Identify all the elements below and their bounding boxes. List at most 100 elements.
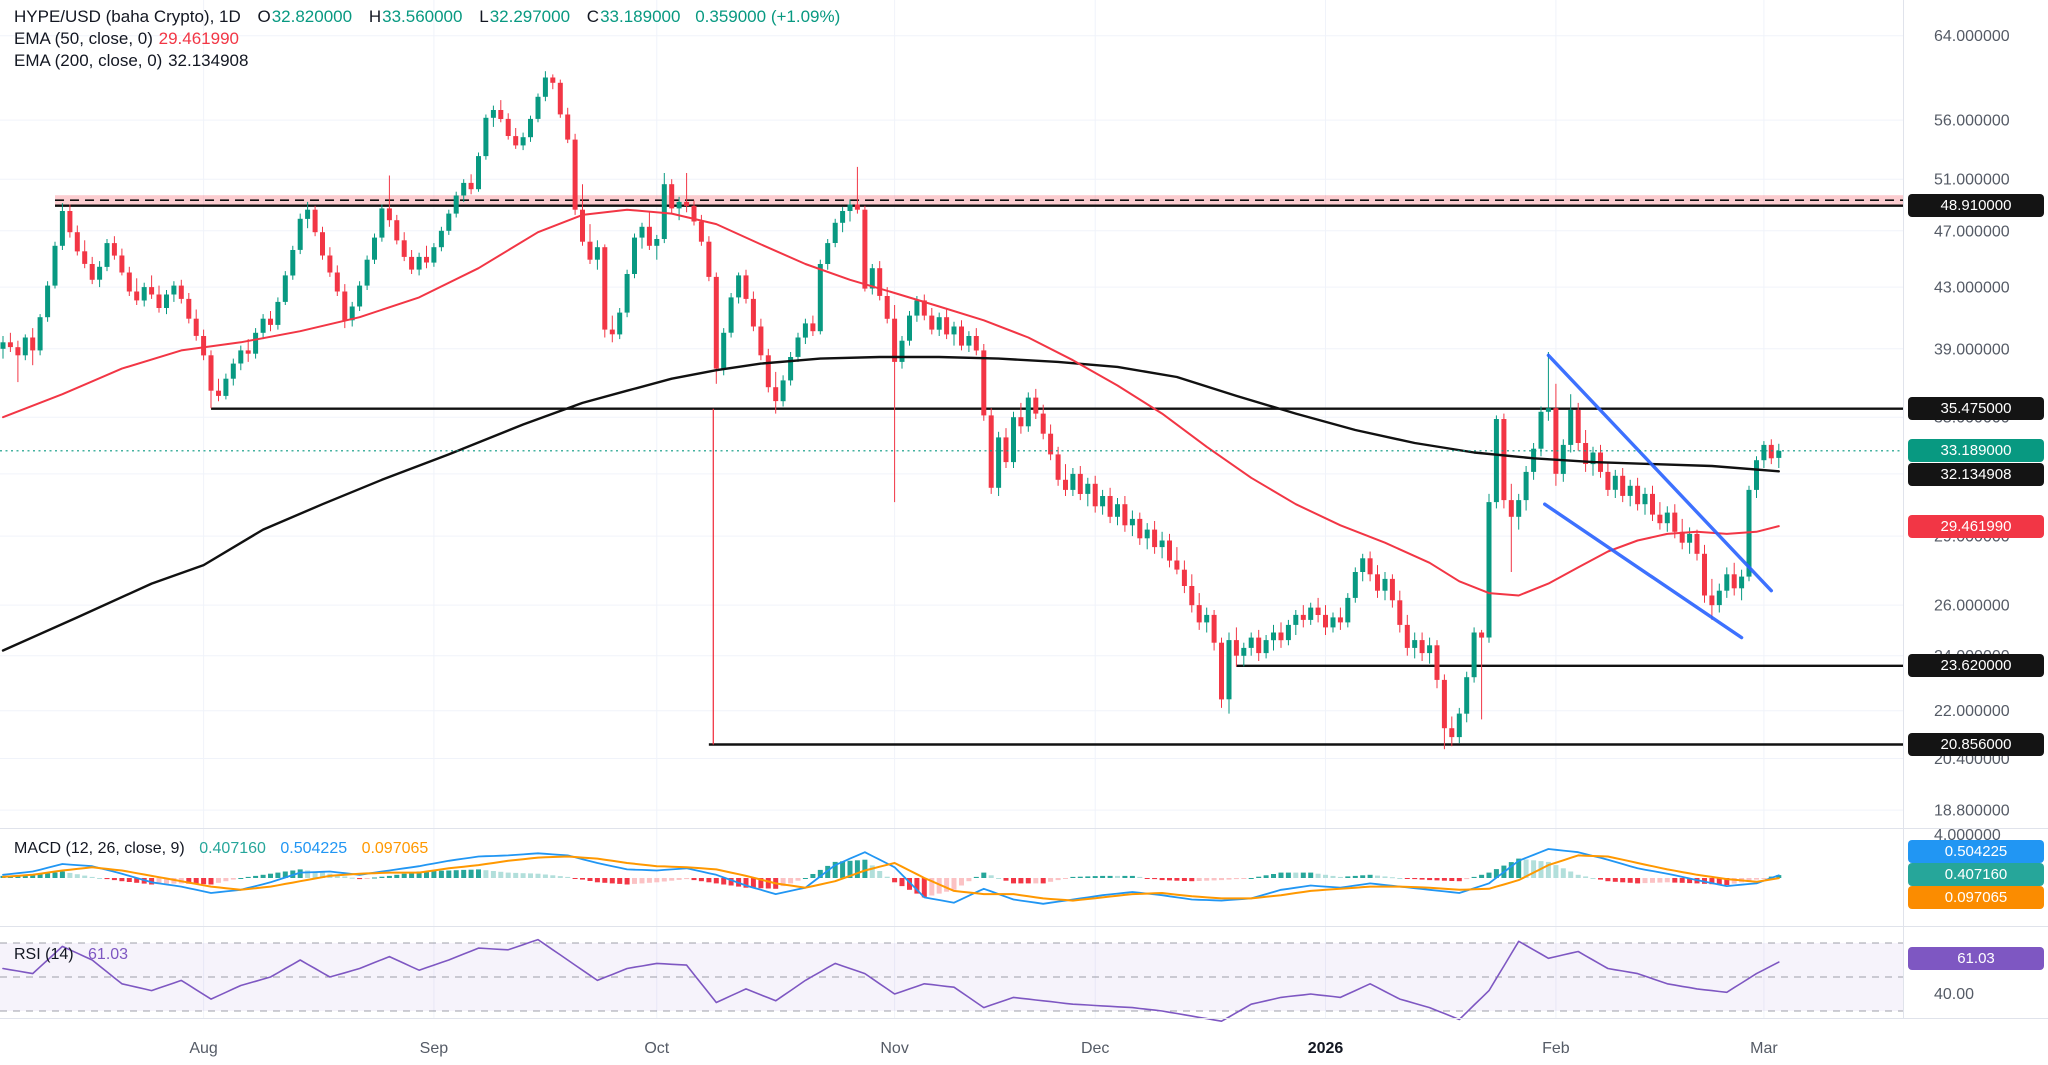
trendline-lower[interactable] [1542, 502, 1744, 640]
macd-histogram-bar [483, 870, 489, 878]
macd-histogram-bar [1449, 878, 1455, 881]
macd-histogram-bar [565, 876, 571, 878]
ema50-legend-row[interactable]: EMA (50, close, 0) 29.461990 [14, 28, 840, 50]
candle [542, 71, 548, 102]
macd-histogram-bar [1620, 878, 1626, 883]
macd-histogram-bar [253, 875, 259, 878]
candle [1709, 578, 1715, 620]
candle [1375, 565, 1380, 598]
price-tick-label: 35.000000 [1934, 410, 2010, 427]
trendline-upper[interactable] [1546, 353, 1774, 593]
candle [535, 93, 541, 123]
macd-histogram-bar [1427, 878, 1433, 881]
candle [394, 214, 400, 245]
candle [97, 261, 103, 288]
symbol-legend-row[interactable]: HYPE/USD (baha Crypto), 1D O32.820000 H3… [14, 6, 840, 28]
macd-histogram-bar [312, 871, 318, 878]
macd-histogram-bar [602, 878, 608, 883]
macd-histogram-bar [825, 865, 831, 878]
macd-histogram-bar [1553, 865, 1559, 878]
candle [810, 315, 816, 336]
macd-histogram-bar [750, 878, 756, 888]
ema50-label: EMA (50, close, 0) [14, 29, 153, 48]
macd-histogram-bar [884, 876, 890, 878]
rsi-legend-row[interactable]: RSI (14) 61.03 [14, 946, 128, 964]
candle [758, 318, 764, 361]
macd-histogram-bar [260, 874, 266, 878]
macd-histogram-bar [1137, 876, 1143, 878]
macd-histogram-bar [1092, 876, 1098, 878]
macd-histogram-bar [111, 878, 117, 881]
macd-histogram-bar [981, 872, 987, 878]
ema200-legend-row[interactable]: EMA (200, close, 0) 32.134908 [14, 50, 840, 72]
rsi-line[interactable] [2, 938, 1780, 1023]
macd-histogram-bar [1746, 878, 1752, 881]
macd-histogram-bar [1375, 875, 1380, 878]
macd-histogram-bar [892, 878, 898, 883]
candle [617, 308, 623, 340]
candle [1501, 413, 1507, 509]
macd-histogram-bar [119, 878, 125, 882]
macd-histogram-bar [1568, 871, 1574, 878]
macd-histogram-bar [349, 877, 355, 879]
candle [669, 179, 675, 214]
macd-histogram-bar [498, 871, 504, 878]
candle [1471, 627, 1477, 683]
macd-histogram-bar [721, 878, 727, 885]
macd-histogram-bar [1516, 858, 1522, 878]
macd-signal-line[interactable] [2, 854, 1780, 902]
candle [1107, 487, 1113, 524]
candle [253, 328, 259, 359]
candle [1545, 352, 1551, 421]
candle [654, 234, 660, 260]
macd-histogram-bar [468, 869, 474, 878]
macd-line[interactable] [2, 848, 1780, 905]
ema200-label: EMA (200, close, 0) [14, 51, 163, 70]
macd-histogram-bar [1077, 876, 1083, 878]
macd-histogram-bar [1129, 875, 1135, 878]
time-axis-label: Oct [644, 1040, 669, 1057]
candle [1449, 716, 1455, 747]
rsi-label: RSI (14) [14, 946, 74, 963]
macd-histogram-bar [1025, 878, 1031, 884]
candle [498, 100, 504, 123]
macd-histogram-bar [513, 872, 519, 878]
ohlc-close-value: 33.189000 [600, 7, 681, 26]
macd-histogram-bar [379, 876, 385, 878]
candle [1538, 406, 1544, 457]
macd-histogram-bar [684, 878, 690, 880]
candle [238, 345, 244, 371]
macd-histogram-bar [706, 878, 712, 883]
macd-histogram-bar [409, 872, 415, 878]
candle [1382, 572, 1388, 601]
candle [1493, 415, 1499, 509]
macd-histogram-bar [1048, 878, 1054, 882]
candle [386, 175, 392, 227]
macd-histogram-bar [743, 878, 749, 888]
ema50-line[interactable] [2, 208, 1780, 597]
candle [178, 279, 184, 304]
macd-histogram-bar [1122, 875, 1128, 878]
macd-legend-row[interactable]: MACD (12, 26, close, 9) 0.407160 0.50422… [14, 840, 428, 858]
candle [1323, 605, 1328, 635]
candle [230, 358, 236, 386]
candle [1174, 547, 1180, 575]
candle [1568, 394, 1574, 453]
candle [1441, 674, 1447, 750]
candle [1159, 531, 1165, 559]
ohlc-open-value: 32.820000 [271, 7, 353, 26]
macd-histogram-bar [594, 878, 600, 883]
macd-histogram-bar [899, 878, 905, 887]
macd-histogram-bar [1233, 878, 1239, 880]
candle [1635, 477, 1641, 511]
macd-histogram-bar [1389, 877, 1395, 879]
macd-histogram-bar [164, 878, 169, 884]
macd-histogram-bar [788, 878, 794, 884]
candle [424, 245, 429, 269]
candle [587, 224, 593, 264]
candle [1508, 483, 1514, 572]
time-axis-label: Feb [1542, 1040, 1570, 1057]
macd-histogram-bar [854, 860, 860, 878]
ema200-line[interactable] [1, 355, 1781, 652]
